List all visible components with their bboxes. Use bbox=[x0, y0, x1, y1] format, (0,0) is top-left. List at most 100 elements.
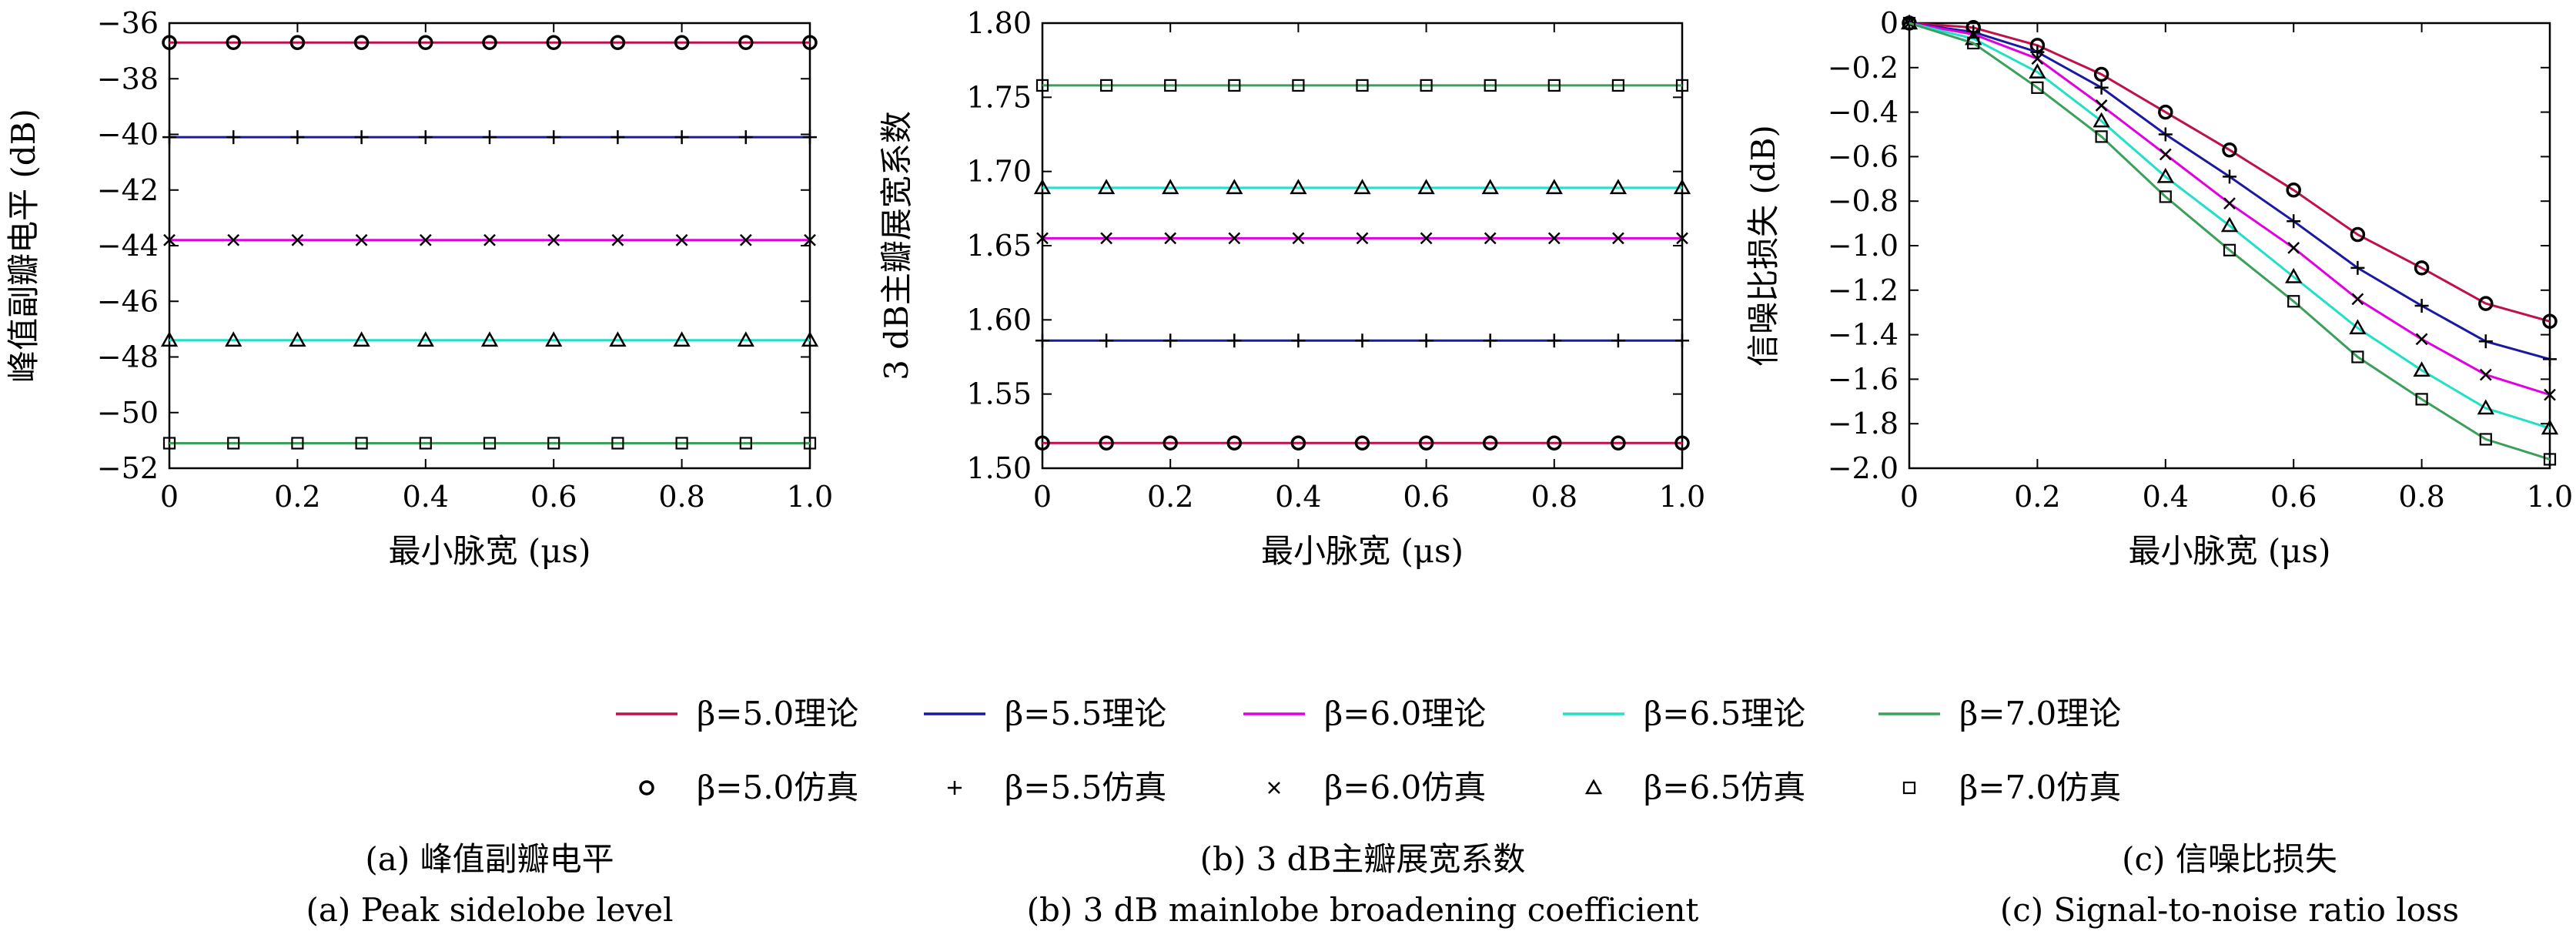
x-tick-label: 0.6 bbox=[2270, 480, 2317, 514]
data-point-beta-7.0 bbox=[1484, 79, 1497, 92]
legend-marker-beta-7.0 bbox=[1902, 781, 1916, 795]
y-tick-label: −0.8 bbox=[1828, 184, 1899, 218]
legend: β=5.0理论 β=5.0仿真 β=5.5理论 β=5.5仿真 β=6.0理论 β=6.0… bbox=[616, 695, 2121, 806]
x-tick-label: 0.2 bbox=[274, 480, 320, 514]
data-point-beta-5.5 bbox=[162, 130, 176, 145]
legend-theory-label-beta-6.5: β=6.5理论 bbox=[1644, 695, 1805, 732]
y-tick-label: −2.0 bbox=[1828, 451, 1899, 485]
data-point-beta-6.5 bbox=[1097, 179, 1116, 195]
data-point-beta-5.5 bbox=[1419, 333, 1434, 348]
data-point-beta-6.0 bbox=[163, 233, 176, 246]
data-point-beta-6.0 bbox=[2544, 388, 2556, 401]
data-point-beta-7.0 bbox=[739, 437, 752, 450]
data-point-beta-6.0 bbox=[2159, 148, 2172, 161]
data-point-beta-6.5 bbox=[353, 331, 370, 347]
legend-marker-beta-5.5 bbox=[948, 781, 962, 795]
data-point-beta-5.0 bbox=[2158, 104, 2173, 120]
y-tick-label: −0.4 bbox=[1828, 95, 1899, 129]
data-point-beta-7.0 bbox=[2159, 190, 2172, 203]
data-point-beta-6.5 bbox=[2477, 399, 2494, 415]
data-point-beta-5.5 bbox=[2350, 260, 2365, 275]
data-point-beta-6.5 bbox=[2093, 112, 2110, 128]
legend-sim-label-beta-7.0: β=7.0仿真 bbox=[1959, 769, 2121, 806]
series-line-beta-5.5 bbox=[1909, 22, 2551, 360]
data-point-beta-5.0 bbox=[1547, 435, 1562, 451]
data-point-beta-6.0 bbox=[2479, 368, 2492, 381]
data-point-beta-7.0 bbox=[355, 437, 368, 450]
data-point-beta-6.5 bbox=[2156, 167, 2174, 183]
data-point-beta-5.0 bbox=[2286, 183, 2301, 198]
data-point-beta-5.0 bbox=[1418, 435, 1434, 451]
y-tick-label: −1.6 bbox=[1828, 362, 1899, 396]
data-point-beta-5.0 bbox=[1354, 435, 1370, 451]
data-point-beta-7.0 bbox=[675, 437, 688, 450]
data-point-beta-5.0 bbox=[482, 35, 497, 51]
data-point-beta-6.0 bbox=[1292, 232, 1305, 245]
y-tick-label: 1.80 bbox=[966, 6, 1032, 40]
x-tick-label: 0.6 bbox=[530, 480, 577, 514]
y-axis-label: 峰值副瓣电平 (dB) bbox=[5, 109, 42, 383]
data-point-beta-6.5 bbox=[480, 331, 499, 347]
data-point-beta-6.5 bbox=[225, 331, 243, 347]
data-point-beta-5.5 bbox=[1227, 333, 1242, 348]
data-point-beta-6.0 bbox=[547, 233, 560, 246]
data-point-beta-6.5 bbox=[2413, 361, 2430, 377]
caption-en: (b) 3 dB mainlobe broadening coefficient bbox=[1027, 891, 1699, 929]
panel-a-peak-sidelobe-level: 0 0.2 0.4 0.6 0.8 1.0 −36 −38 −40 −42 −44 −46 −48 −50… bbox=[5, 6, 833, 570]
data-point-beta-6.5 bbox=[1033, 179, 1052, 195]
data-point-beta-5.0 bbox=[674, 35, 690, 51]
x-tick-label: 0 bbox=[1900, 480, 1919, 514]
legend-sim-label-beta-5.0: β=5.0仿真 bbox=[697, 769, 858, 806]
series-line-beta-5.0 bbox=[1909, 22, 2551, 323]
data-point-beta-6.5 bbox=[1353, 179, 1371, 195]
x-axis-label: 最小脉宽 (μs) bbox=[1261, 532, 1464, 570]
data-point-beta-7.0 bbox=[1228, 79, 1241, 92]
data-point-beta-6.0 bbox=[739, 233, 752, 246]
data-point-beta-5.5 bbox=[226, 130, 241, 145]
data-point-beta-5.5 bbox=[418, 130, 433, 145]
data-point-beta-5.5 bbox=[354, 130, 369, 145]
y-tick-label: −0.6 bbox=[1828, 139, 1899, 173]
legend-marker-beta-5.0 bbox=[639, 780, 654, 796]
data-point-beta-7.0 bbox=[1035, 79, 1049, 92]
data-point-beta-5.5 bbox=[2414, 299, 2429, 313]
data-point-beta-7.0 bbox=[2351, 350, 2364, 363]
data-point-beta-6.0 bbox=[2287, 242, 2300, 254]
y-tick-label: −52 bbox=[97, 451, 159, 485]
data-point-beta-5.5 bbox=[2158, 127, 2173, 142]
data-point-beta-7.0 bbox=[1292, 79, 1305, 92]
data-point-beta-7.0 bbox=[2031, 81, 2044, 94]
data-point-beta-6.0 bbox=[227, 233, 240, 246]
data-point-beta-7.0 bbox=[2479, 433, 2492, 446]
data-point-beta-7.0 bbox=[611, 437, 624, 450]
data-point-beta-5.0 bbox=[2542, 313, 2558, 330]
data-point-beta-5.5 bbox=[2478, 334, 2493, 349]
data-point-beta-5.0 bbox=[1226, 435, 1243, 451]
data-point-beta-5.0 bbox=[1290, 435, 1306, 451]
data-point-beta-5.5 bbox=[738, 130, 753, 145]
legend-sim-label-beta-6.5: β=6.5仿真 bbox=[1644, 769, 1805, 806]
data-point-beta-5.0 bbox=[738, 35, 754, 51]
data-point-beta-5.5 bbox=[674, 130, 689, 145]
y-tick-label: 1.55 bbox=[966, 377, 1032, 411]
data-point-beta-5.0 bbox=[2093, 66, 2109, 82]
data-point-beta-6.5 bbox=[801, 331, 819, 347]
data-point-beta-6.0 bbox=[419, 233, 432, 246]
data-point-beta-6.0 bbox=[1036, 232, 1049, 245]
data-point-beta-5.5 bbox=[1291, 333, 1306, 348]
data-point-beta-6.5 bbox=[1673, 179, 1691, 195]
plot-frame bbox=[1908, 22, 2551, 470]
data-point-beta-5.0 bbox=[1035, 435, 1050, 451]
data-point-beta-7.0 bbox=[1547, 79, 1561, 92]
plot-frame bbox=[1041, 22, 1684, 470]
data-point-beta-6.0 bbox=[1356, 232, 1369, 245]
data-point-beta-6.5 bbox=[1290, 179, 1307, 195]
data-point-beta-5.0 bbox=[2414, 260, 2430, 276]
data-point-beta-7.0 bbox=[227, 437, 240, 450]
data-point-beta-6.0 bbox=[2415, 333, 2428, 346]
x-tick-label: 0.6 bbox=[1403, 480, 1449, 514]
data-point-beta-5.0 bbox=[1099, 435, 1114, 451]
data-point-beta-6.5 bbox=[1417, 179, 1435, 195]
y-tick-label: −1.0 bbox=[1828, 229, 1899, 263]
